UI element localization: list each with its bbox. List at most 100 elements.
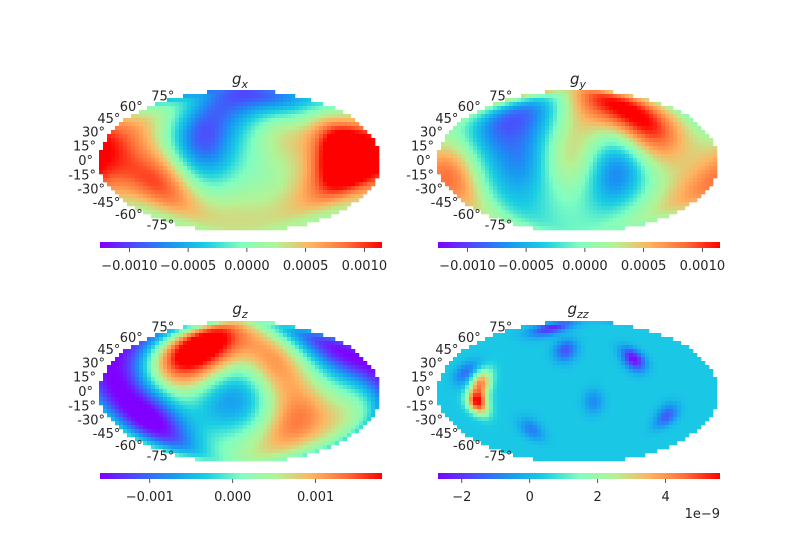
map-cell <box>537 158 542 163</box>
map-cell <box>561 186 566 191</box>
map-cell <box>645 182 650 187</box>
map-cell <box>183 214 188 219</box>
map-cell <box>147 194 152 199</box>
map-cell <box>287 134 292 139</box>
map-cell <box>147 110 152 115</box>
map-cell <box>199 166 204 171</box>
map-cell <box>263 142 268 147</box>
map-cell <box>311 345 316 350</box>
map-cell <box>617 226 622 231</box>
map-cell <box>135 146 140 151</box>
map-cell <box>163 373 168 378</box>
map-cell <box>629 202 634 207</box>
map-cell <box>319 369 324 374</box>
map-cell <box>355 126 360 131</box>
map-cell <box>497 110 502 115</box>
map-cell <box>175 134 180 139</box>
map-cell <box>207 90 212 95</box>
map-cell <box>465 134 470 139</box>
map-cell <box>231 162 236 167</box>
map-cell <box>597 106 602 111</box>
map-cell <box>565 90 570 95</box>
map-cell <box>339 126 344 131</box>
map-cell <box>247 130 252 135</box>
map-cell <box>633 130 638 135</box>
map-cell <box>669 206 674 211</box>
map-cell <box>303 102 308 107</box>
map-cell <box>207 325 212 330</box>
map-cell <box>501 170 506 175</box>
map-cell <box>657 110 662 115</box>
map-cell <box>235 166 240 171</box>
map-cell <box>521 198 526 203</box>
map-cell <box>295 202 300 207</box>
map-cell <box>279 381 284 386</box>
map-cell <box>191 357 196 362</box>
map-cell <box>255 114 260 119</box>
map-cell <box>243 174 248 179</box>
map-cell <box>355 142 360 147</box>
map-cell <box>195 206 200 211</box>
map-cell <box>545 206 550 211</box>
map-cell <box>227 345 232 350</box>
map-cell <box>203 365 208 370</box>
map-cell <box>115 130 120 135</box>
map-cell <box>585 198 590 203</box>
map-cell <box>473 126 478 131</box>
map-cell <box>231 333 236 338</box>
map-cell <box>347 178 352 183</box>
map-cell <box>553 118 558 123</box>
map-cell <box>605 94 610 99</box>
map-cell <box>199 194 204 199</box>
map-cell <box>291 182 296 187</box>
map-cell <box>203 198 208 203</box>
map-cell <box>147 337 152 342</box>
map-cell <box>311 361 316 366</box>
map-cell <box>461 194 466 199</box>
map-cell <box>525 146 530 151</box>
map-cell <box>283 194 288 199</box>
map-cell <box>453 174 458 179</box>
map-cell <box>219 222 224 227</box>
map-cell <box>327 365 332 370</box>
map-cell <box>617 94 622 99</box>
map-cell <box>307 170 312 175</box>
map-cell <box>311 389 316 394</box>
map-cell <box>151 389 156 394</box>
map-cell <box>493 210 498 215</box>
map-cell <box>255 389 260 394</box>
map-cell <box>319 381 324 386</box>
map-cell <box>235 214 240 219</box>
map-cell <box>517 170 522 175</box>
map-cell <box>621 166 626 171</box>
map-cell <box>327 186 332 191</box>
map-cell <box>625 178 630 183</box>
map-cell <box>601 110 606 115</box>
map-cell <box>633 194 638 199</box>
map-cell <box>171 118 176 123</box>
map-cell <box>147 142 152 147</box>
map-cell <box>331 106 336 111</box>
map-cell <box>283 114 288 119</box>
map-cell <box>673 162 678 167</box>
map-cell <box>251 369 256 374</box>
map-cell <box>585 166 590 171</box>
map-cell <box>247 110 252 115</box>
map-cell <box>653 158 658 163</box>
map-cell <box>187 210 192 215</box>
map-cell <box>147 373 152 378</box>
map-cell <box>231 130 236 135</box>
map-cell <box>641 218 646 223</box>
map-cell <box>199 345 204 350</box>
map-cell <box>139 198 144 203</box>
map-cell <box>613 94 618 99</box>
map-cell <box>223 329 228 334</box>
map-cell <box>461 162 466 167</box>
map-cell <box>331 178 336 183</box>
map-cell <box>637 170 642 175</box>
map-cell <box>219 198 224 203</box>
map-cell <box>219 134 224 139</box>
map-cell <box>271 170 276 175</box>
map-cell <box>171 138 176 143</box>
map-cell <box>275 118 280 123</box>
